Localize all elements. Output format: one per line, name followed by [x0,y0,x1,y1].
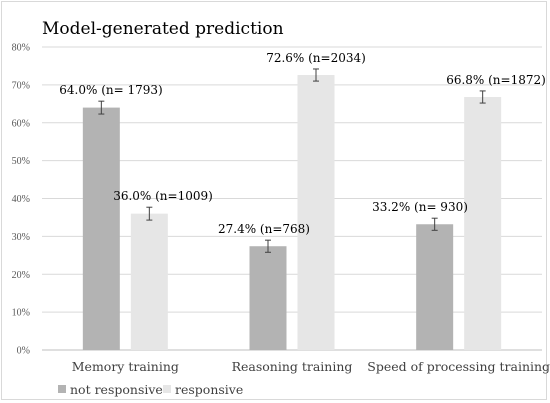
x-category-label: Speed of processing training [367,359,550,374]
y-tick-label: 30% [12,232,30,243]
error-bars [98,68,486,253]
data-labels: 64.0% (n= 1793) 36.0% (n=1009) 27.4% (n=76… [59,51,546,236]
y-tick-label: 80% [12,43,30,54]
y-tick-label: 10% [12,308,30,319]
y-tick-label: 60% [12,118,30,129]
y-axis: 0% 10% 20% 30% 40% 50% 60% 70% 80% [12,43,30,357]
legend-label-responsive: responsive [175,382,243,397]
chart-title: Model-generated prediction [42,19,284,39]
x-category-label: Reasoning training [232,359,353,374]
y-tick-label: 20% [12,270,30,281]
y-tick-label: 40% [12,194,30,205]
y-tick-label: 0% [17,346,30,357]
data-label: 33.2% (n= 930) [372,200,468,214]
data-label: 72.6% (n=2034) [266,51,366,65]
legend-swatch-responsive [163,385,171,393]
x-category-label: Memory training [72,359,179,374]
bar [416,224,454,350]
legend-label-not-responsive: not responsive [70,382,163,397]
bars [82,75,502,351]
data-label: 66.8% (n=1872) [446,73,546,87]
data-label: 64.0% (n= 1793) [59,83,162,97]
bar [464,96,502,351]
bar [297,75,335,350]
gridlines [42,46,542,351]
bar [130,213,168,350]
data-label: 27.4% (n=768) [218,222,310,236]
x-axis: Memory training Reasoning training Speed o… [72,359,550,374]
legend: not responsive responsive [58,382,243,397]
y-tick-label: 50% [12,156,30,167]
y-tick-label: 70% [12,80,30,91]
legend-swatch-not-responsive [58,385,66,393]
bar [82,107,120,350]
bar [249,246,287,350]
data-label: 36.0% (n=1009) [113,189,213,203]
